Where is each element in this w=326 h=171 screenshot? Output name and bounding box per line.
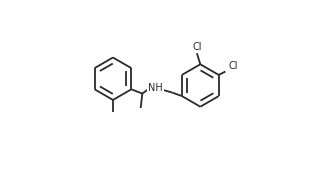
Text: NH: NH — [148, 83, 163, 93]
Text: Cl: Cl — [192, 42, 202, 52]
Text: Cl: Cl — [229, 61, 238, 71]
